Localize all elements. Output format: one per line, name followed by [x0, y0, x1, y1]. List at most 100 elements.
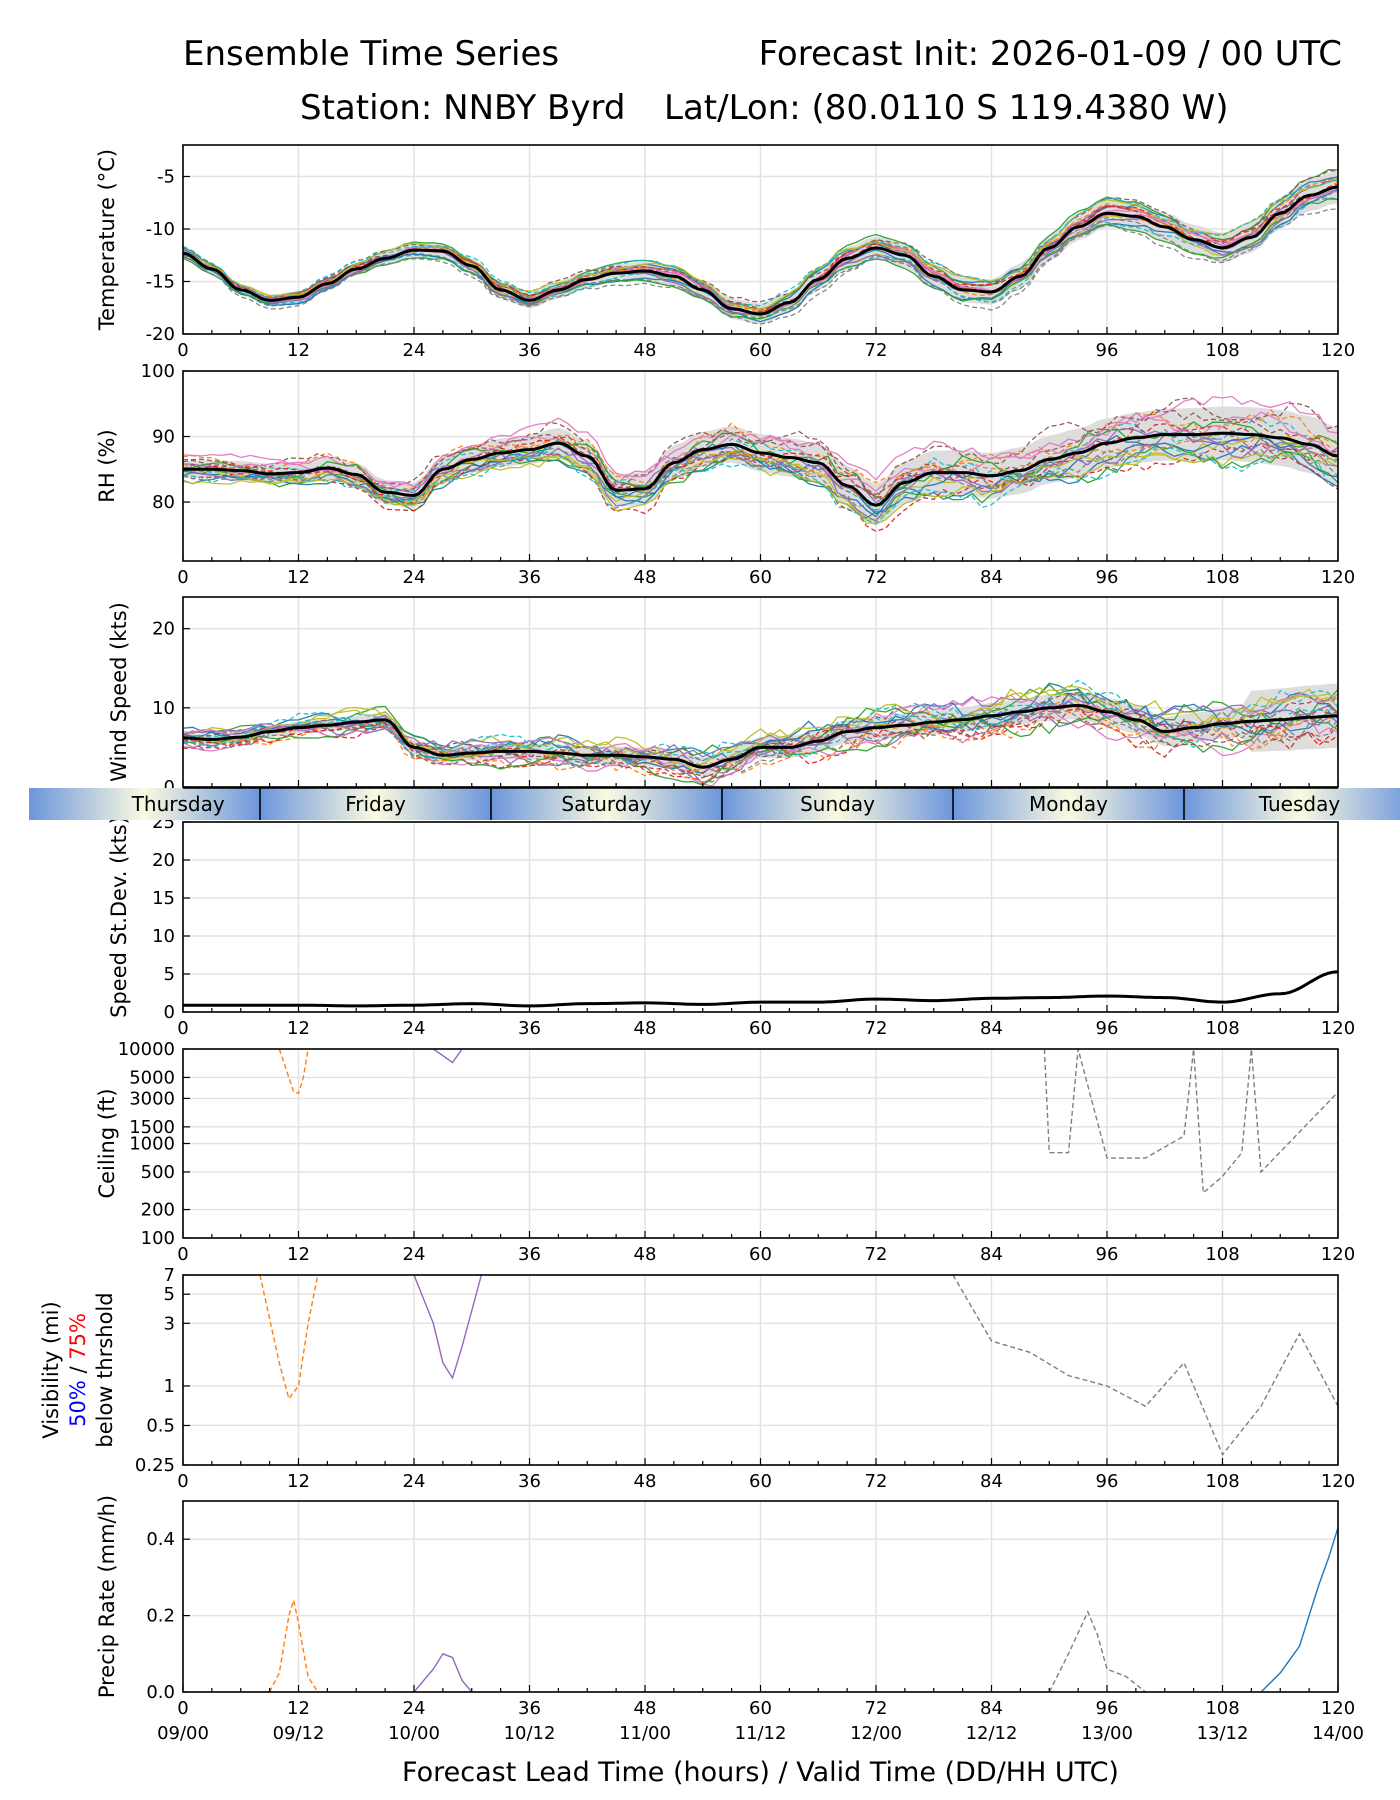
- ceiling-ytick-label: 1500: [129, 1117, 175, 1138]
- precip-xtick-label: 108: [1205, 1698, 1239, 1719]
- rh-ytick-label: 80: [152, 492, 175, 513]
- day-band-cell: [953, 788, 1184, 820]
- wind-member-line: [183, 693, 1338, 767]
- rh-xtick-label: 120: [1321, 567, 1355, 588]
- precip-series-line: [413, 1652, 473, 1692]
- ceiling-xtick-label: 48: [634, 1244, 657, 1265]
- precip-series-line: [268, 1597, 319, 1692]
- vis-note-text: below thrshold: [93, 1292, 117, 1447]
- visibility-ytick-label: 3: [164, 1313, 175, 1334]
- temperature-member-line: [183, 188, 1338, 323]
- temperature-xtick-label: 84: [980, 340, 1003, 361]
- speed_stdev-xtick-label: 96: [1096, 1018, 1119, 1039]
- wind-member-line: [183, 704, 1338, 774]
- precip-xtick-label: 36: [518, 1698, 541, 1719]
- rh-member-line: [183, 448, 1338, 524]
- speed_stdev-xtick-label: 48: [634, 1018, 657, 1039]
- visibility-ylabel: Visibility (mi): [39, 1301, 63, 1438]
- visibility-xtick-label: 36: [518, 1471, 541, 1492]
- vis-note-50: 50%: [66, 1380, 90, 1427]
- ceiling-xtick-label: 96: [1096, 1244, 1119, 1265]
- speed_stdev-panel: [182, 821, 1339, 1013]
- precip-xtick-label: 84: [980, 1698, 1003, 1719]
- precip-members: [268, 1527, 1338, 1692]
- title-right: Forecast Init: 2026-01-09 / 00 UTC: [758, 34, 1342, 74]
- ceiling-xtick-label: 60: [749, 1244, 772, 1265]
- precip-series-line: [1260, 1527, 1338, 1692]
- temperature-xtick-label: 108: [1205, 340, 1239, 361]
- rh-member-line: [183, 446, 1338, 525]
- visibility-ytick-label: 1: [164, 1376, 175, 1397]
- visibility-xtick-label: 24: [403, 1471, 426, 1492]
- speed_stdev-xtick-label: 108: [1205, 1018, 1239, 1039]
- ceiling-ylabel: Ceiling (ft): [95, 1088, 119, 1198]
- valid-time-label: 13/12: [1197, 1723, 1249, 1744]
- ceiling-xtick-label: 24: [403, 1244, 426, 1265]
- wind-member-line: [183, 704, 1338, 783]
- rh-member-line: [183, 445, 1338, 519]
- temperature-ytick-label: -15: [146, 272, 175, 293]
- temperature-ylabel: Temperature (°C): [95, 149, 119, 331]
- rh-xtick-label: 60: [749, 567, 772, 588]
- ceiling-xtick-label: 0: [177, 1244, 188, 1265]
- ceiling-ytick-label: 100: [141, 1228, 175, 1249]
- precip-xtick-label: 72: [865, 1698, 888, 1719]
- visibility-series-line: [413, 1275, 483, 1380]
- day-label-saturday: Saturday: [561, 792, 651, 816]
- valid-time-label: 09/12: [273, 1723, 325, 1744]
- speed_stdev-members: [183, 970, 1338, 1008]
- wind-ytick-label: 20: [152, 619, 175, 640]
- visibility-ytick-label: 0.5: [146, 1415, 175, 1436]
- wind-ytick-label: 0: [164, 777, 175, 798]
- rh-xtick-label: 12: [287, 567, 310, 588]
- precip-xtick-label: 24: [403, 1698, 426, 1719]
- vis-note-slash: /: [66, 1366, 90, 1381]
- ceiling-series-line: [278, 1049, 309, 1095]
- temperature-xtick-label: 12: [287, 340, 310, 361]
- visibility-xtick-label: 72: [865, 1471, 888, 1492]
- precip-panel: [182, 1500, 1339, 1693]
- visibility-xtick-label: 108: [1205, 1471, 1239, 1492]
- latlon-label: Lat/Lon: (80.0110 S 119.4380 W): [664, 88, 1229, 128]
- wind-member-line: [183, 685, 1338, 773]
- visibility-members: [259, 1275, 1338, 1456]
- precip-xtick-label: 48: [634, 1698, 657, 1719]
- temperature-member-line: [183, 208, 1338, 325]
- ceiling-series-line: [432, 1049, 463, 1064]
- speed_stdev-xtick-label: 84: [980, 1018, 1003, 1039]
- visibility-xtick-label: 84: [980, 1471, 1003, 1492]
- temperature-members: [183, 169, 1338, 325]
- wind-member-line: [183, 695, 1338, 761]
- temperature-xtick-label: 48: [634, 340, 657, 361]
- day-band-cell: [1184, 788, 1400, 820]
- speed_stdev-ytick-label: 0: [164, 1002, 175, 1023]
- wind-member-line: [183, 679, 1338, 759]
- day-label-thursday: Thursday: [131, 792, 225, 816]
- speed_stdev-xtick-label: 0: [177, 1018, 188, 1039]
- speed_stdev-xtick-label: 36: [518, 1018, 541, 1039]
- speed_stdev-ytick-label: 10: [152, 926, 175, 947]
- day-label-sunday: Sunday: [800, 792, 875, 816]
- speed_stdev-ylabel: Speed St.Dev. (kts): [107, 816, 131, 1018]
- speed_stdev-ytick-label: 15: [152, 888, 175, 909]
- rh-member-line: [183, 411, 1338, 492]
- ceiling-series-line: [1043, 1049, 1338, 1195]
- temperature-member-line: [183, 183, 1338, 313]
- temperature-member-line: [183, 169, 1338, 303]
- wind-member-line: [183, 701, 1338, 783]
- rh-ytick-label: 100: [141, 361, 175, 382]
- valid-time-label: 10/00: [388, 1723, 440, 1744]
- vis-note-75: 75%: [66, 1313, 90, 1366]
- precip-xtick-label: 0: [177, 1698, 188, 1719]
- speed_stdev-ytick-label: 20: [152, 850, 175, 871]
- precip-xtick-label: 96: [1096, 1698, 1119, 1719]
- day-label-tuesday: Tuesday: [1258, 792, 1341, 816]
- precip-xtick-label: 60: [749, 1698, 772, 1719]
- ceiling-xtick-label: 120: [1321, 1244, 1355, 1265]
- ceiling-panel: [182, 1048, 1339, 1239]
- valid-time-label: 11/00: [619, 1723, 671, 1744]
- rh-series-line: [183, 431, 1338, 507]
- day-band-cell: [260, 788, 491, 820]
- speed_stdev-xtick-label: 120: [1321, 1018, 1355, 1039]
